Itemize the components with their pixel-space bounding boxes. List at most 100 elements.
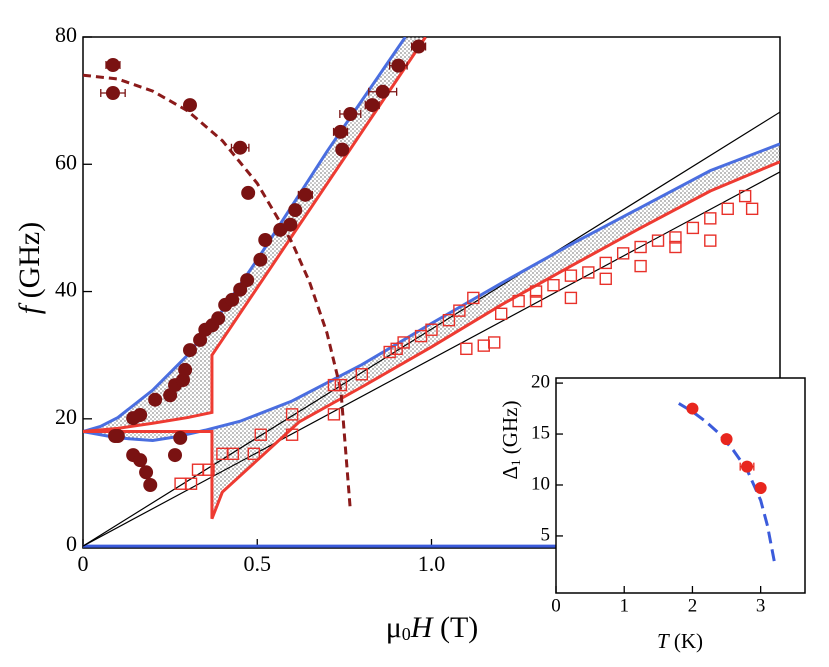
data-point	[704, 212, 717, 225]
data-point	[327, 408, 341, 421]
data-point	[599, 272, 612, 286]
x-label-variable: H	[410, 611, 435, 644]
y-tick-label: 60	[55, 149, 77, 174]
data-point	[148, 392, 163, 407]
data-point	[529, 285, 543, 298]
x-tick-label: 0.5	[244, 551, 272, 576]
data-point	[333, 124, 348, 139]
inset-y-label-unit: (GHz)	[498, 401, 522, 455]
data-point	[686, 402, 699, 415]
plot-area	[678, 402, 776, 562]
data-point	[599, 256, 612, 270]
y-axis-label: f (GHz)	[13, 222, 46, 314]
data-point	[634, 259, 647, 273]
data-point	[467, 291, 480, 305]
data-point	[226, 447, 240, 461]
curve	[83, 142, 780, 442]
x-label-unit: (T)	[440, 611, 478, 644]
data-point	[258, 233, 273, 247]
data-point	[184, 477, 198, 490]
y-tick-label: 40	[55, 277, 77, 302]
data-point	[355, 368, 368, 381]
curve	[83, 171, 780, 547]
data-point	[564, 291, 578, 305]
data-point	[704, 234, 717, 247]
data-point	[211, 311, 226, 326]
curve	[83, 111, 780, 547]
data-point	[442, 313, 456, 327]
data-point	[285, 408, 299, 421]
curve	[83, 37, 427, 434]
inset-x-label-variable: T	[657, 629, 670, 653]
inset-x-axis-label: T (K)	[657, 629, 703, 653]
data-point	[390, 342, 403, 356]
data-point	[512, 294, 525, 308]
x-tick-label: 1	[619, 595, 629, 616]
y-tick-label: 10	[531, 473, 550, 494]
x-tick-label: 3	[756, 595, 766, 616]
data-point	[391, 58, 406, 73]
plot-frame	[555, 377, 806, 594]
data-point	[327, 378, 341, 392]
data-point	[110, 429, 125, 443]
data-point	[343, 107, 358, 121]
data-point	[720, 433, 733, 446]
data-point	[173, 430, 188, 445]
y-tick-label: 5	[541, 524, 551, 545]
inset-y-axis-label: Δ1 (GHz)	[498, 401, 527, 480]
data-point	[397, 336, 410, 349]
data-point	[425, 323, 438, 336]
curve	[678, 402, 776, 562]
data-point	[178, 362, 193, 377]
data-point	[225, 292, 240, 307]
x-tick-label: 0	[78, 551, 89, 576]
data-point	[247, 447, 260, 461]
data-point	[105, 58, 120, 72]
inset-y-label-subscript: 1	[508, 459, 523, 466]
x-tick-label: 1.0	[418, 551, 446, 576]
data-point	[254, 428, 267, 441]
data-point	[182, 98, 197, 113]
data-point	[168, 448, 183, 463]
inset-plot: 0 1 2 3 5 10 15 20	[531, 371, 806, 616]
x-label-symbol: μ	[386, 611, 402, 644]
x-label-subscript: 0	[402, 624, 411, 644]
data-point	[241, 185, 256, 200]
data-point	[253, 252, 268, 267]
data-point	[745, 202, 759, 216]
data-point	[283, 217, 298, 232]
data-point	[651, 234, 665, 247]
data-point	[741, 460, 754, 473]
y-label-symbol: f	[13, 302, 46, 314]
data-point	[143, 478, 158, 492]
data-point	[460, 342, 473, 356]
main-plot: 0 0.5 1.0 0 20 40 60 80	[55, 22, 781, 576]
data-point	[616, 247, 630, 260]
data-point	[288, 203, 303, 218]
y-tick-label: 20	[55, 404, 77, 429]
data-point	[383, 345, 396, 359]
y-tick-label: 15	[531, 422, 550, 443]
y-tick-label: 0	[66, 531, 77, 556]
data-point	[133, 453, 148, 468]
data-point	[721, 202, 734, 216]
data-point	[738, 189, 752, 203]
data-point	[365, 98, 380, 113]
data-point	[582, 266, 595, 279]
x-tick-label: 0	[551, 595, 561, 616]
curve	[83, 160, 780, 520]
simulated-band	[83, 143, 780, 519]
data-point	[686, 221, 700, 235]
data-point	[411, 39, 426, 54]
data-point	[564, 269, 578, 282]
y-tick-label: 80	[55, 22, 77, 47]
y-tick-label: 20	[531, 371, 550, 392]
data-point	[669, 231, 682, 244]
data-point	[182, 343, 197, 358]
data-point	[414, 329, 428, 343]
data-point	[285, 428, 299, 441]
data-point	[634, 240, 647, 254]
data-point	[334, 378, 348, 392]
data-point	[133, 408, 148, 422]
